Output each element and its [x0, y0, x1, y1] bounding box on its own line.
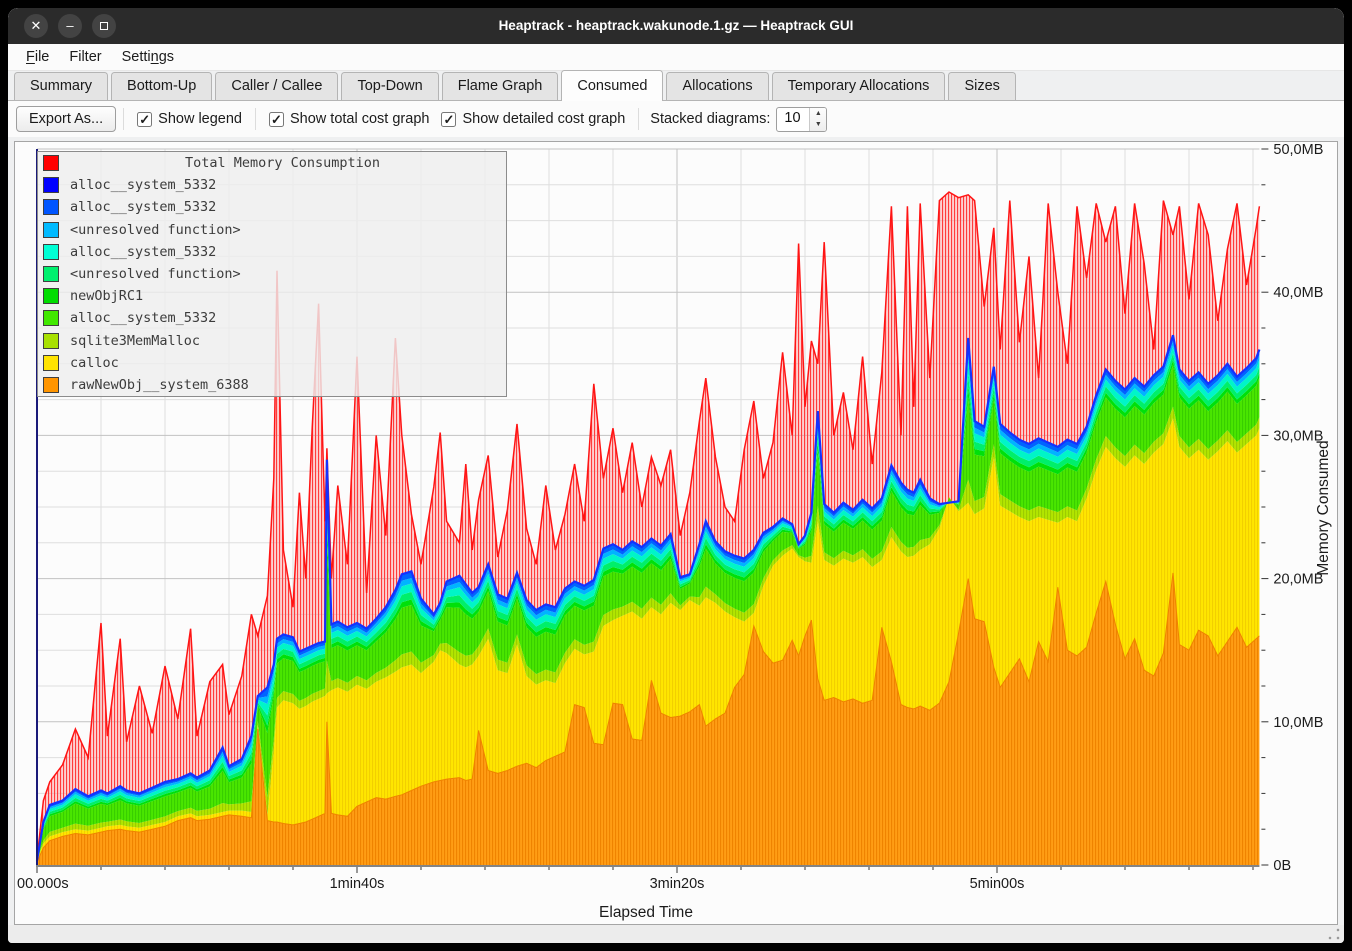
checkbox-show-detailed-cost-graph[interactable]: ✓ Show detailed cost graph: [441, 111, 625, 127]
menu-filter[interactable]: Filter: [69, 49, 102, 65]
tab-bottom-up[interactable]: Bottom-Up: [111, 72, 213, 100]
y-tick-label: 10,0MB: [1273, 715, 1323, 731]
legend-swatch-icon: [43, 243, 59, 260]
title-bar: ✕ – Heaptrack - heaptrack.wakunode.1.gz …: [8, 8, 1344, 44]
legend-row: calloc: [38, 352, 506, 374]
menu-bar: File Filter Settings: [8, 44, 1344, 71]
legend-label: sqlite3MemMalloc: [70, 332, 201, 349]
spinner-buttons: ▲ ▼: [809, 107, 827, 131]
legend-label: <unresolved function>: [70, 266, 241, 283]
series-total-memory-consumption: [37, 192, 1260, 861]
toolbar-separator: [123, 108, 125, 130]
legend-label: alloc__system_5332: [70, 310, 217, 327]
legend-label: newObjRC1: [70, 288, 144, 305]
x-tick-label: 00.000s: [17, 876, 69, 892]
legend-swatch-icon: [43, 266, 59, 283]
menu-settings[interactable]: Settings: [121, 49, 175, 65]
chart-plot: 00.000s 1min40s 3min20s 5min00s 0B 10,0MB 20,0…: [17, 142, 1332, 921]
legend-row: <unresolved function>: [38, 263, 506, 285]
checkbox-box[interactable]: ✓: [137, 111, 153, 127]
tab-summary[interactable]: Summary: [14, 72, 109, 100]
spinner-down-icon[interactable]: ▼: [814, 121, 822, 128]
legend-swatch-icon: [43, 199, 59, 216]
close-icon[interactable]: ✕: [24, 14, 48, 38]
x-tick-label: 5min00s: [970, 876, 1025, 892]
legend-label: alloc__system_5332: [70, 177, 217, 194]
maximize-square-icon: [100, 22, 108, 30]
tab-flame-graph[interactable]: Flame Graph: [441, 72, 559, 100]
x-axis-title: Elapsed Time: [599, 904, 693, 921]
legend-title-row: Total Memory Consumption: [38, 152, 506, 174]
chart-legend: Total Memory Consumption alloc__system_53…: [37, 151, 507, 398]
legend-swatch-icon: [43, 177, 59, 194]
checkbox-label: Show total cost graph: [290, 111, 430, 127]
legend-label: <unresolved function>: [70, 221, 241, 238]
tab-top-down[interactable]: Top-Down: [341, 72, 439, 100]
tab-caller-callee[interactable]: Caller / Callee: [215, 72, 339, 100]
resize-grip-icon[interactable]: [1327, 927, 1341, 941]
menu-file[interactable]: File: [26, 49, 50, 65]
x-tick-label: 3min20s: [650, 876, 705, 892]
legend-row: alloc__system_5332: [38, 196, 506, 218]
y-axis-title: Memory Consumed: [1315, 440, 1332, 575]
x-tick-label: 1min40s: [330, 876, 385, 892]
series-band-sqlite3MemMalloc: [37, 406, 1260, 861]
tab-consumed[interactable]: Consumed: [561, 70, 664, 101]
toolbar-separator: [638, 108, 640, 130]
legend-row: alloc__system_5332: [38, 307, 506, 329]
tab-allocations[interactable]: Allocations: [666, 72, 769, 100]
legend-swatch-icon: [43, 155, 59, 172]
minimize-icon[interactable]: –: [58, 14, 82, 38]
checkbox-box[interactable]: ✓: [269, 111, 284, 127]
legend-swatch-icon: [43, 310, 59, 327]
tab-temporary-allocations[interactable]: Temporary Allocations: [771, 72, 946, 100]
stacked-diagrams-spinner[interactable]: 10 ▲ ▼: [776, 106, 828, 132]
legend-row: sqlite3MemMalloc: [38, 330, 506, 352]
toolbar: Export As... ✓ Show legend ✓ Show total cos…: [8, 101, 1344, 137]
checkbox-label: Show legend: [158, 111, 242, 127]
y-tick-label: 40,0MB: [1273, 285, 1323, 301]
legend-label: alloc__system_5332: [70, 199, 217, 216]
series-calloc: [37, 418, 1260, 863]
legend-row: alloc__system_5332: [38, 174, 506, 196]
series-rawNewObj__system_6388: [37, 572, 1260, 865]
legend-swatch-icon: [43, 332, 59, 349]
spinner-up-icon[interactable]: ▲: [814, 109, 822, 117]
spinner-value[interactable]: 10: [784, 109, 801, 126]
legend-label: alloc__system_5332: [70, 243, 217, 260]
heaptrack-window: ✕ – Heaptrack - heaptrack.wakunode.1.gz …: [8, 8, 1344, 943]
legend-swatch-icon: [43, 288, 59, 305]
status-bar: [8, 925, 1344, 943]
legend-label: rawNewObj__system_6388: [70, 376, 249, 393]
stacked-diagrams-label: Stacked diagrams:: [650, 111, 771, 127]
checkbox-show-legend[interactable]: ✓ Show legend: [137, 111, 242, 127]
y-tick-label: 20,0MB: [1273, 572, 1323, 588]
memory-consumed-chart[interactable]: 00.000s 1min40s 3min20s 5min00s 0B 10,0MB 20,0…: [14, 141, 1338, 925]
export-as-button[interactable]: Export As...: [16, 106, 117, 132]
legend-swatch-icon: [43, 354, 59, 371]
checkbox-box[interactable]: ✓: [441, 111, 457, 127]
checkbox-show-total-cost-graph[interactable]: ✓ Show total cost graph: [269, 111, 429, 127]
tab-bar: Summary Bottom-Up Caller / Callee Top-Down F…: [8, 70, 1344, 101]
legend-swatch-icon: [43, 221, 59, 238]
y-tick-label: 0B: [1273, 858, 1291, 874]
window-title: Heaptrack - heaptrack.wakunode.1.gz — He…: [498, 18, 854, 33]
line-total: [36, 191, 1261, 860]
series-band-alloc__system_5332_green: [37, 365, 1260, 861]
legend-label: calloc: [70, 354, 119, 371]
checkbox-group: ✓ Show legend ✓ Show total cost graph ✓ Show …: [131, 108, 631, 130]
y-tick-label: 30,0MB: [1273, 428, 1323, 444]
maximize-icon[interactable]: [92, 14, 116, 38]
tab-sizes[interactable]: Sizes: [948, 72, 1016, 100]
legend-row: alloc__system_5332: [38, 241, 506, 263]
legend-row: rawNewObj__system_6388: [38, 374, 506, 396]
legend-row: <unresolved function>: [38, 219, 506, 241]
legend-row: newObjRC1: [38, 285, 506, 307]
line-stack-top: [35, 334, 1261, 861]
checkbox-label: Show detailed cost graph: [462, 111, 626, 127]
legend-swatch-icon: [43, 376, 59, 393]
legend-label: Total Memory Consumption: [184, 155, 381, 172]
y-tick-label: 50,0MB: [1273, 142, 1323, 158]
